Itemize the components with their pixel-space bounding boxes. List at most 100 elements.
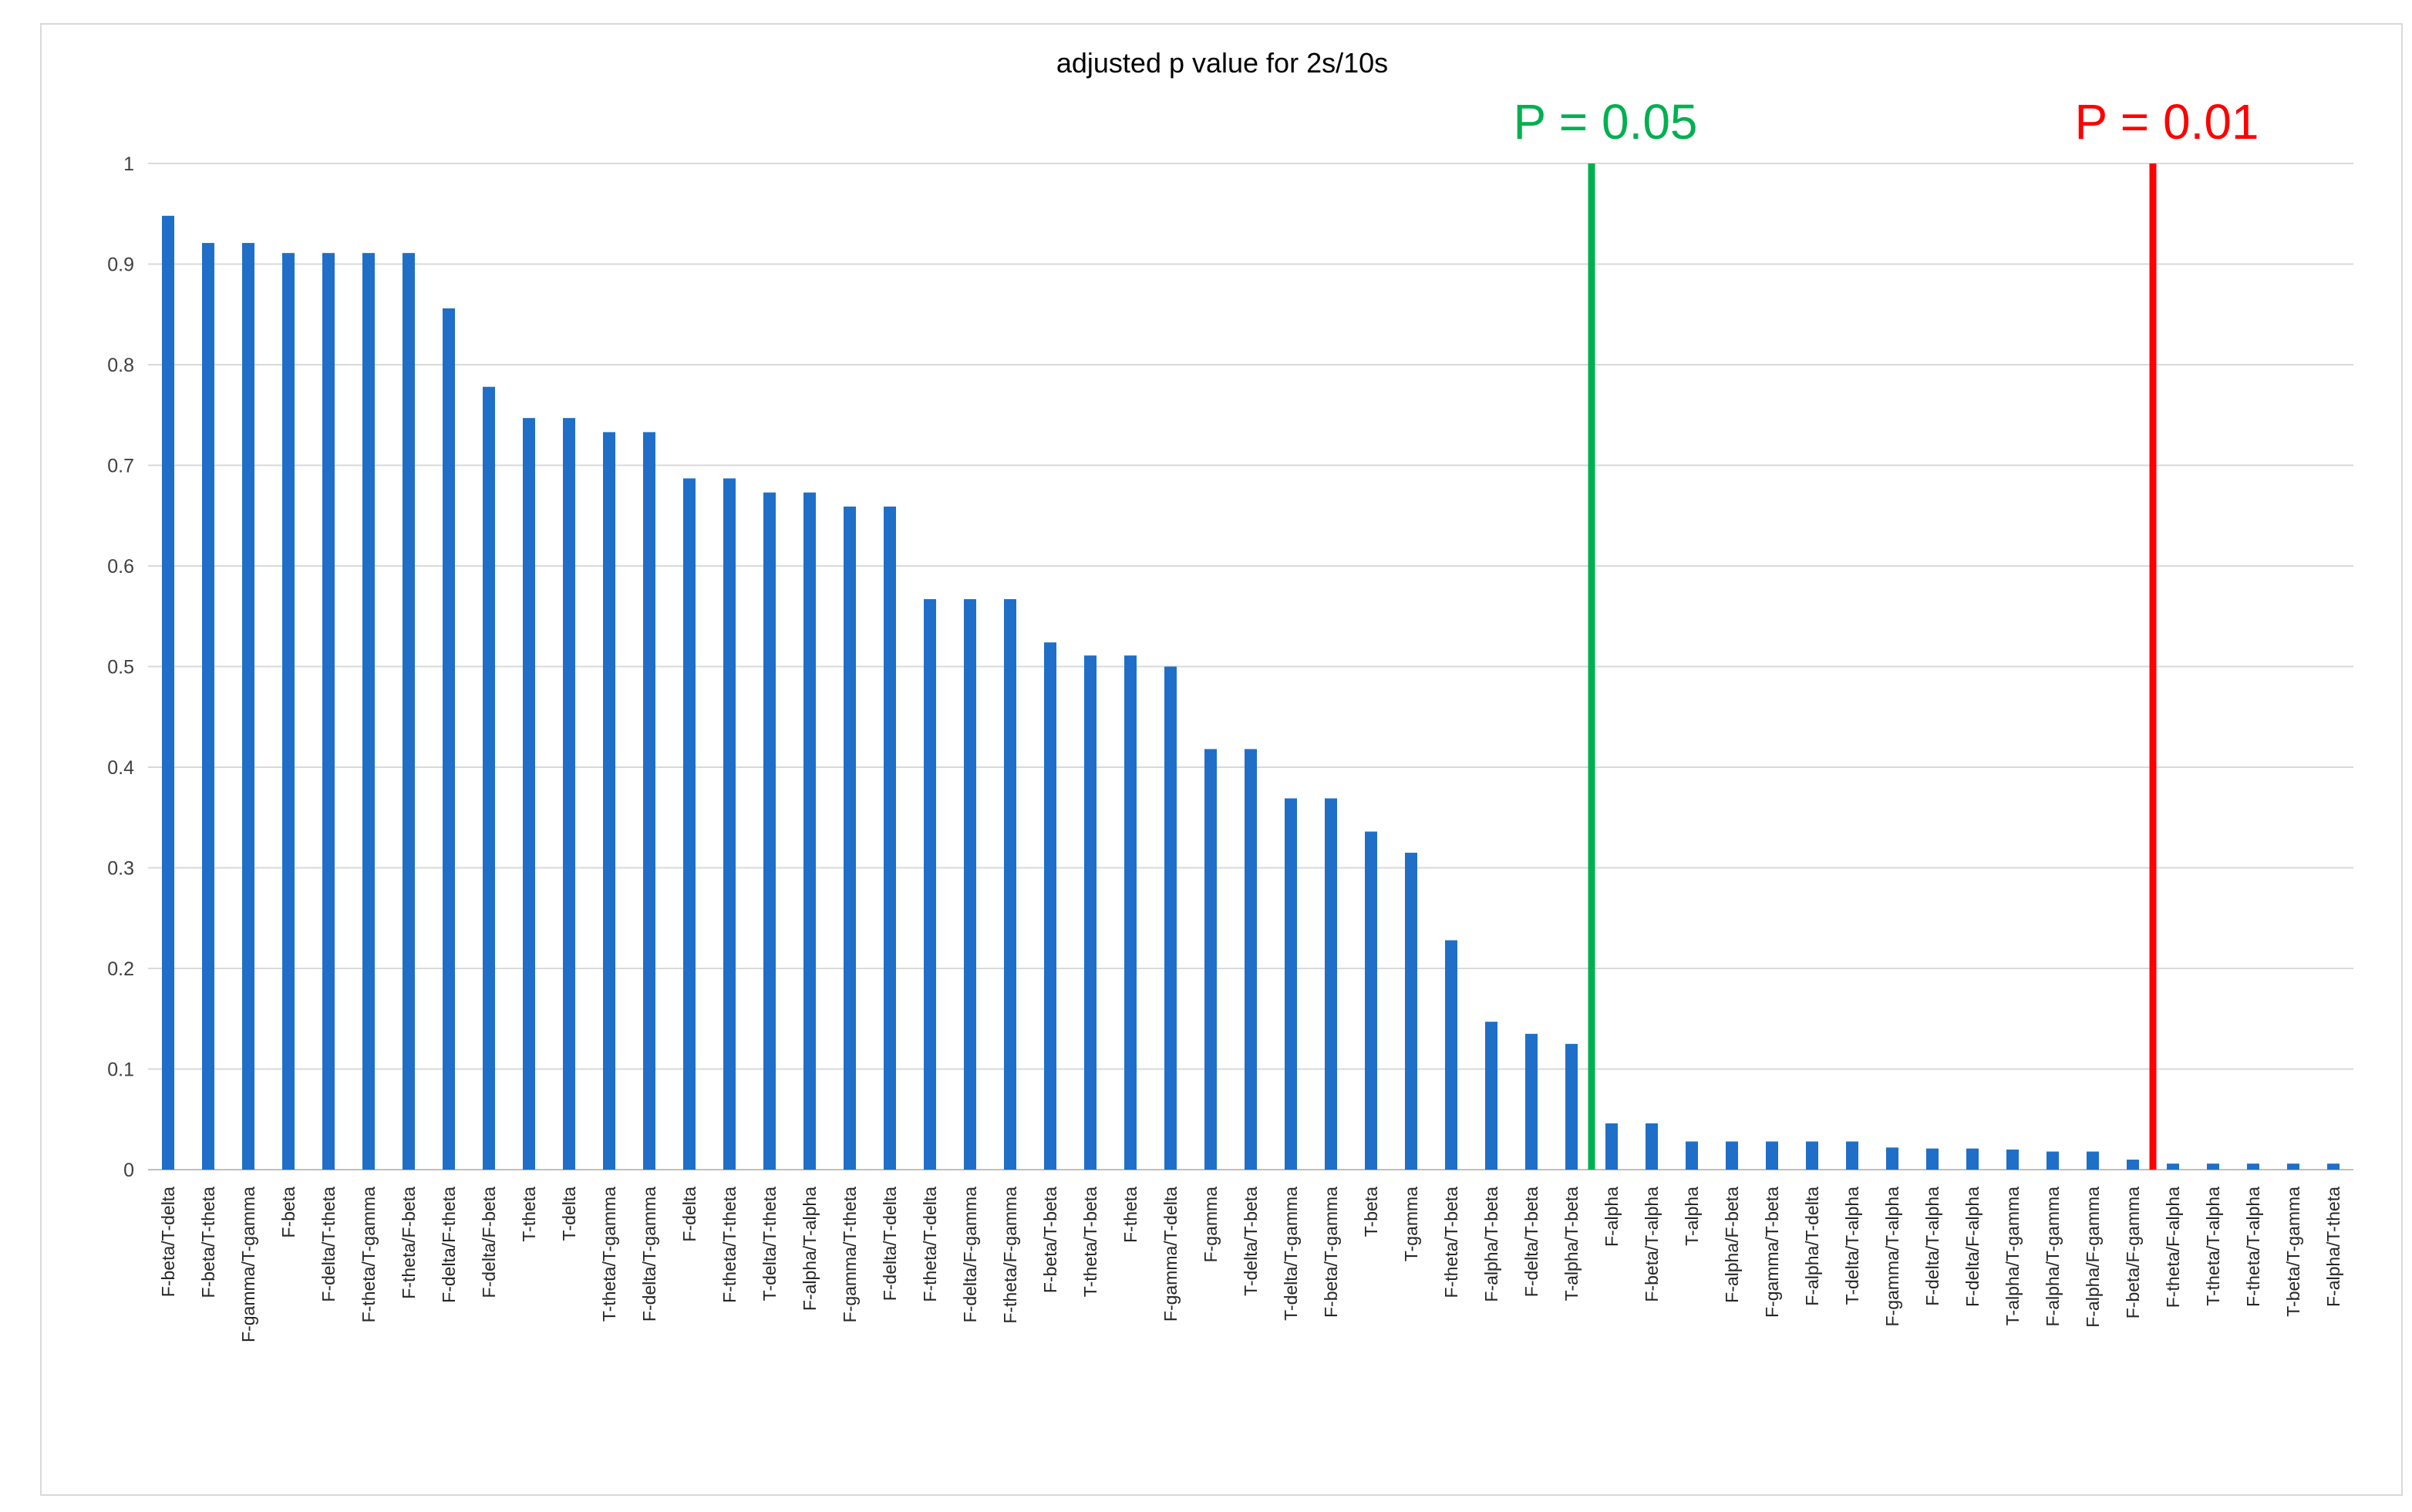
x-axis-category-labels: F-beta/T-delta F-beta/T-theta F-gamma/T-ga… — [158, 1187, 2343, 1342]
bar — [202, 243, 214, 1170]
x-tick-label: T-delta — [559, 1187, 579, 1241]
x-tick-label: F-theta/T-beta — [1441, 1187, 1461, 1298]
x-tick-label: T-alpha/T-beta — [1561, 1187, 1582, 1302]
bar — [643, 432, 655, 1170]
x-tick-label: T-delta/T-beta — [1241, 1187, 1261, 1296]
bar — [1405, 852, 1417, 1170]
chart-title: adjusted p value for 2s/10s — [1056, 47, 1388, 79]
y-axis-tick-labels: 0 0.1 0.2 0.3 0.4 0.5 0.6 0.7 0.8 0.9 1 — [107, 153, 134, 1181]
bars — [162, 215, 2340, 1170]
bar — [2247, 1163, 2259, 1170]
bar — [322, 253, 335, 1170]
bar — [2287, 1163, 2299, 1170]
bar — [242, 243, 254, 1170]
x-tick-label: T-theta/T-beta — [1080, 1187, 1100, 1297]
chart-frame: adjusted p value for 2s/10s 0 0.1 0.2 0.3 0.… — [40, 23, 2403, 1496]
bar — [603, 432, 615, 1170]
y-tick-label: 0.4 — [107, 757, 134, 779]
y-tick-label: 0.2 — [107, 958, 134, 980]
threshold-label: P = 0.01 — [2074, 94, 2259, 150]
bar — [844, 507, 856, 1170]
bar — [1646, 1123, 1658, 1170]
x-tick-label: F-delta — [679, 1187, 699, 1242]
x-tick-label: T-beta/T-gamma — [2283, 1187, 2303, 1317]
x-tick-label: F-delta/T-gamma — [639, 1187, 659, 1322]
y-tick-label: 0 — [123, 1160, 134, 1181]
x-tick-label: F-theta/F-beta — [399, 1187, 419, 1299]
bar — [483, 386, 495, 1170]
bar — [1445, 940, 1457, 1170]
x-tick-label: F-theta/T-alpha — [2243, 1187, 2263, 1307]
bar — [523, 418, 535, 1170]
bar — [1485, 1022, 1497, 1170]
x-tick-label: F-beta/T-beta — [1040, 1187, 1060, 1293]
x-tick-label: F-beta/F-gamma — [2123, 1187, 2143, 1318]
x-tick-label: F-theta/T-delta — [920, 1187, 940, 1302]
x-tick-label: F-alpha — [1602, 1187, 1622, 1247]
bar — [1285, 798, 1297, 1170]
x-tick-label: T-beta — [1361, 1187, 1381, 1237]
y-tick-label: 1 — [123, 153, 134, 175]
x-tick-label: F-gamma/T-beta — [1762, 1187, 1782, 1318]
bar — [362, 253, 375, 1170]
x-tick-label: F-delta/T-beta — [1521, 1187, 1541, 1297]
x-tick-label: F-delta/F-theta — [439, 1187, 459, 1303]
x-tick-label: F-beta/T-theta — [198, 1187, 218, 1298]
bar — [723, 478, 736, 1170]
bar — [924, 599, 936, 1170]
bar-chart: adjusted p value for 2s/10s 0 0.1 0.2 0.3 0.… — [107, 47, 2353, 1342]
x-tick-label: F-gamma/T-alpha — [1882, 1187, 1902, 1327]
bar — [964, 599, 976, 1170]
bar — [1686, 1141, 1698, 1170]
bar — [403, 253, 415, 1170]
bar — [803, 492, 816, 1170]
bar — [1245, 749, 1257, 1170]
y-tick-label: 0.5 — [107, 657, 134, 679]
bar — [1365, 831, 1377, 1170]
threshold-annotations: P = 0.05 P = 0.01 — [1513, 94, 2259, 1170]
bar — [1926, 1148, 1939, 1170]
x-tick-label: T-alpha — [1682, 1187, 1702, 1246]
bar — [1886, 1147, 1898, 1170]
bar — [1204, 749, 1217, 1170]
bar — [1164, 666, 1177, 1170]
y-tick-label: 0.1 — [107, 1059, 134, 1081]
x-tick-label: F-alpha/F-gamma — [2083, 1187, 2103, 1328]
x-tick-label: F-delta/T-theta — [318, 1187, 339, 1302]
bar — [563, 418, 575, 1170]
x-tick-label: T-theta/T-alpha — [2203, 1187, 2223, 1306]
x-tick-label: F-delta/F-alpha — [1962, 1187, 1982, 1307]
bar — [763, 492, 776, 1170]
bar — [1605, 1123, 1618, 1170]
bar — [1806, 1141, 1818, 1170]
bar — [2127, 1159, 2139, 1170]
x-tick-label: F-beta/T-alpha — [1642, 1187, 1662, 1302]
x-tick-label: T-theta — [519, 1187, 539, 1242]
bar — [1004, 599, 1016, 1170]
bar — [2207, 1163, 2219, 1170]
x-tick-label: F-theta/T-gamma — [359, 1187, 379, 1323]
x-tick-label: T-delta/T-alpha — [1842, 1187, 1862, 1305]
x-tick-label: F-alpha/T-theta — [2323, 1187, 2343, 1307]
x-tick-label: F-delta/T-delta — [880, 1187, 900, 1301]
y-tick-label: 0.9 — [107, 254, 134, 276]
bar — [1766, 1141, 1778, 1170]
bar — [1084, 655, 1097, 1170]
y-tick-label: 0.8 — [107, 355, 134, 376]
bar — [443, 308, 455, 1170]
bar — [683, 478, 696, 1170]
x-tick-label: F-alpha/T-gamma — [2043, 1187, 2063, 1327]
bar — [1726, 1141, 1738, 1170]
x-tick-label: F-delta/T-alpha — [1922, 1187, 1942, 1306]
x-tick-label: F-alpha/T-alpha — [800, 1187, 820, 1311]
x-tick-label: F-gamma/T-delta — [1161, 1187, 1181, 1322]
x-tick-label: F-delta/F-beta — [479, 1187, 499, 1298]
x-tick-label: F-alpha/T-delta — [1802, 1187, 1822, 1306]
bar — [2327, 1163, 2340, 1170]
x-tick-label: F-gamma — [1201, 1187, 1221, 1263]
x-tick-label: F-beta — [278, 1187, 298, 1238]
x-tick-label: F-alpha/F-beta — [1722, 1187, 1742, 1303]
bar — [1124, 655, 1137, 1170]
bar — [884, 507, 896, 1170]
y-tick-label: 0.3 — [107, 858, 134, 880]
